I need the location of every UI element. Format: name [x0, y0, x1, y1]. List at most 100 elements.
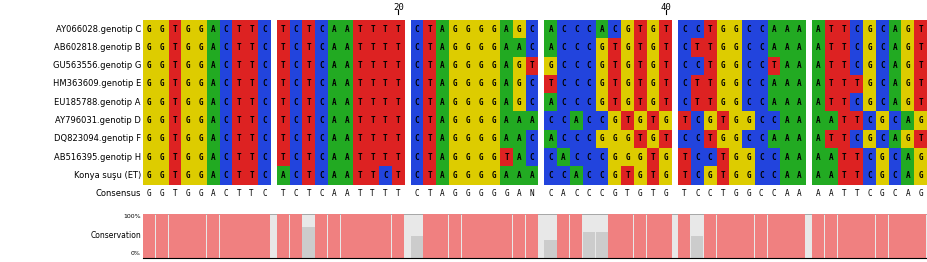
Text: C: C	[223, 79, 228, 89]
Text: C: C	[529, 134, 534, 143]
Text: T: T	[307, 189, 311, 198]
Text: T: T	[172, 134, 177, 143]
Bar	[289, 57, 302, 75]
Bar	[411, 166, 424, 184]
Bar	[608, 148, 621, 166]
Bar	[449, 166, 462, 184]
Bar	[768, 148, 781, 166]
Bar	[258, 38, 271, 57]
Bar	[704, 130, 717, 148]
Text: T: T	[307, 153, 311, 162]
Text: T: T	[236, 25, 241, 34]
Text: A: A	[211, 25, 216, 34]
Text: G: G	[867, 79, 871, 89]
Bar	[730, 75, 743, 93]
Bar	[914, 148, 927, 166]
Bar	[258, 214, 271, 258]
Bar	[634, 166, 647, 184]
Text: A: A	[504, 61, 509, 70]
Bar	[914, 75, 927, 93]
Text: C: C	[855, 43, 859, 52]
Bar	[315, 20, 328, 38]
Bar	[659, 111, 672, 130]
Bar	[901, 148, 914, 166]
Bar	[850, 20, 863, 38]
Text: C: C	[294, 79, 298, 89]
Bar	[353, 75, 366, 93]
Text: A: A	[893, 25, 897, 34]
Text: G: G	[159, 171, 164, 180]
Text: A: A	[504, 134, 509, 143]
Text: G: G	[198, 134, 203, 143]
Bar	[488, 166, 500, 184]
Bar	[289, 93, 302, 111]
Bar	[647, 166, 659, 184]
Text: HM363609.genotip E: HM363609.genotip E	[53, 79, 141, 89]
Bar	[595, 38, 608, 57]
Text: T: T	[682, 171, 687, 180]
Bar	[812, 20, 825, 38]
Bar	[755, 20, 768, 38]
Text: G: G	[465, 79, 470, 89]
Text: C: C	[574, 189, 578, 198]
Bar	[634, 111, 647, 130]
Text: T: T	[664, 98, 668, 107]
Bar	[182, 130, 194, 148]
Bar	[436, 214, 449, 258]
Text: C: C	[294, 61, 298, 70]
Bar	[233, 38, 246, 57]
Bar	[889, 20, 901, 38]
Bar	[194, 111, 207, 130]
Bar	[488, 38, 500, 57]
Text: G: G	[919, 189, 923, 198]
Bar	[659, 93, 672, 111]
Bar	[557, 166, 570, 184]
Bar	[704, 111, 717, 130]
Text: T: T	[919, 43, 923, 52]
Bar	[679, 75, 691, 93]
Bar	[182, 148, 194, 166]
Text: G: G	[198, 79, 203, 89]
Bar	[424, 57, 436, 75]
Text: C: C	[561, 171, 565, 180]
Bar	[462, 166, 475, 184]
Bar	[156, 214, 168, 258]
Bar	[246, 214, 258, 258]
Text: A: A	[345, 116, 349, 125]
Text: DQ823094.genotip F: DQ823094.genotip F	[54, 134, 141, 143]
Bar	[500, 130, 513, 148]
Text: G: G	[465, 171, 470, 180]
Bar	[691, 166, 704, 184]
Bar	[143, 111, 156, 130]
Text: A: A	[332, 171, 337, 180]
Bar	[526, 75, 539, 93]
Bar	[475, 166, 488, 184]
Text: T: T	[358, 189, 362, 198]
Text: G: G	[919, 153, 923, 162]
Bar	[794, 166, 806, 184]
Text: A: A	[345, 79, 349, 89]
Text: G: G	[185, 116, 190, 125]
Bar	[825, 166, 837, 184]
Bar	[781, 166, 794, 184]
Text: A: A	[784, 189, 789, 198]
Text: A: A	[906, 116, 910, 125]
Text: A: A	[345, 134, 349, 143]
Text: A: A	[893, 79, 897, 89]
Bar	[289, 214, 302, 258]
Text: G: G	[147, 116, 152, 125]
Bar	[621, 75, 634, 93]
Bar	[825, 57, 837, 75]
Text: G: G	[147, 61, 152, 70]
Text: T: T	[842, 61, 846, 70]
Bar	[876, 111, 889, 130]
Bar	[143, 214, 156, 258]
Text: C: C	[893, 116, 897, 125]
Bar	[194, 93, 207, 111]
Text: T: T	[396, 61, 400, 70]
Bar	[837, 214, 850, 258]
Bar	[659, 166, 672, 184]
Text: G: G	[453, 43, 458, 52]
Bar	[570, 148, 583, 166]
Text: C: C	[294, 189, 298, 198]
